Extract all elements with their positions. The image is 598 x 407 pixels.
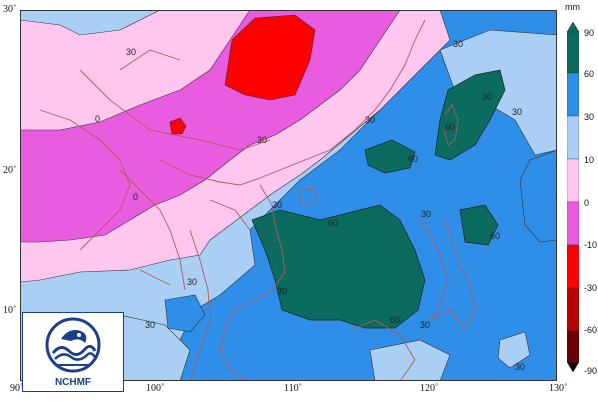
colorbar-band-m60-m90	[567, 330, 579, 363]
region-high-rain-mid	[364, 139, 416, 174]
region-blue-south	[164, 294, 206, 333]
colorbar-top-arrow	[567, 22, 579, 33]
colorbar-label: -10	[584, 240, 598, 250]
coastline-borneo	[349, 319, 416, 381]
lat-label-30: 30˚	[3, 4, 17, 15]
contour-label: 60	[445, 122, 455, 132]
precipitation-map: 30 0 30 30 0 30 30 60 30 60 60 60 30 60 …	[20, 10, 557, 381]
colorbar-band-10-0	[567, 158, 579, 203]
nchmf-logo: NCHMF	[22, 312, 124, 392]
contour-label: 30	[365, 115, 375, 125]
coastline-taiwan	[443, 104, 459, 146]
lon-label-110: 110˚	[284, 383, 302, 394]
colorbar-label: 0	[584, 198, 590, 208]
colorbar-label: -60	[584, 325, 598, 335]
contour-label: 60	[390, 315, 400, 325]
logo-text: NCHMF	[54, 377, 92, 388]
region-red-north	[224, 14, 316, 101]
contour-label: 60	[328, 218, 338, 228]
contour-label: 30	[272, 200, 282, 210]
lon-label-130: 130˚	[549, 383, 568, 394]
colorbar-label: 60	[584, 69, 595, 79]
region-high-rain-ne	[434, 69, 506, 161]
wave-emblem-icon	[45, 317, 101, 373]
contour-label: 30	[145, 320, 155, 330]
internal-borders	[79, 49, 271, 286]
lat-label-10: 10˚	[3, 305, 17, 316]
colorbar-label: 10	[584, 155, 595, 165]
contour-label: 30	[420, 320, 430, 330]
region-red-small	[169, 117, 187, 135]
contour-label: 30	[453, 39, 463, 49]
contour-label: 60	[490, 231, 500, 241]
lon-label-90: 90˚	[10, 383, 24, 394]
coastline-china-south	[159, 19, 426, 186]
colorbar-label: -90	[584, 366, 598, 376]
border-india	[39, 109, 131, 251]
contour-label: 0	[95, 114, 100, 124]
contour-label: 30	[515, 362, 525, 372]
colorbar-band-0-m10	[567, 201, 579, 246]
contour-label: 30	[277, 286, 287, 296]
region-high-rain-e	[459, 204, 499, 246]
region-light-blue-e	[497, 331, 531, 369]
contour-label: 30	[257, 135, 267, 145]
colorbar-label: -30	[584, 283, 598, 293]
colorbar-band-90-60	[567, 31, 579, 74]
colorbar	[567, 22, 579, 372]
contour-label: 30	[482, 92, 492, 102]
coastline-hainan	[299, 187, 319, 207]
colorbar-label: 90	[584, 28, 595, 38]
coastline-indochina	[219, 184, 286, 381]
border-myanmar	[119, 169, 186, 291]
contour-label: 0	[133, 192, 138, 202]
contour-label: 60	[408, 154, 418, 164]
lat-label-20: 20˚	[3, 165, 17, 176]
region-light-blue-se	[369, 339, 451, 381]
map-border	[20, 10, 557, 381]
colorbar-label: 30	[584, 112, 595, 122]
region-high-rain-center	[251, 204, 426, 329]
contour-label: 30	[421, 209, 431, 219]
colorbar-band-60-30	[567, 72, 579, 117]
coastlines	[39, 19, 476, 381]
coastline-thailand	[189, 229, 211, 381]
colorbar-unit: mm	[565, 2, 580, 12]
colorbar-band-m30-m60	[567, 287, 579, 332]
lon-label-120: 120˚	[420, 383, 439, 394]
contour-label: 30	[187, 277, 197, 287]
coastline-philippines	[419, 219, 476, 331]
contour-label: 30	[512, 107, 522, 117]
colorbar-band-m10-m30	[567, 244, 579, 289]
contour-labels: 30 0 30 30 0 30 30 60 30 60 60 60 30 60 …	[95, 39, 525, 372]
colorbar-bottom-arrow	[567, 361, 579, 372]
colorbar-band-30-10	[567, 115, 579, 160]
contour-label: 30	[126, 47, 136, 57]
lon-label-100: 100˚	[146, 383, 165, 394]
